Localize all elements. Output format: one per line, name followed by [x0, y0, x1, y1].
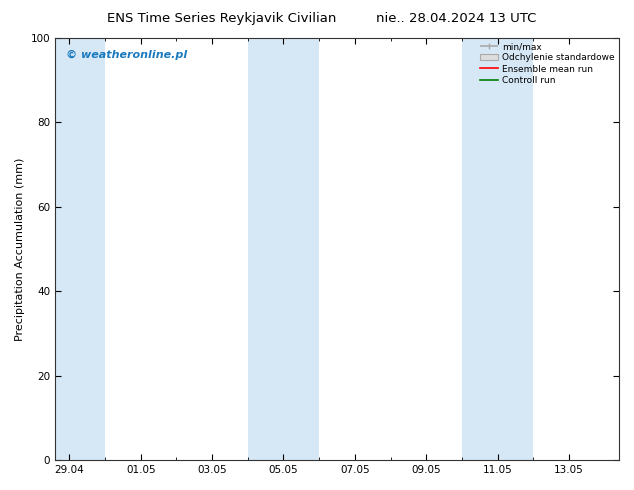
Text: © weatheronline.pl: © weatheronline.pl [67, 50, 188, 60]
Text: ENS Time Series Reykjavik Civilian: ENS Time Series Reykjavik Civilian [107, 12, 337, 25]
Legend: min/max, Odchylenie standardowe, Ensemble mean run, Controll run: min/max, Odchylenie standardowe, Ensembl… [479, 40, 616, 87]
Y-axis label: Precipitation Accumulation (mm): Precipitation Accumulation (mm) [15, 157, 25, 341]
Bar [462, 38, 533, 460]
Bar [248, 38, 319, 460]
Text: nie.. 28.04.2024 13 UTC: nie.. 28.04.2024 13 UTC [377, 12, 536, 25]
Bar [55, 38, 105, 460]
